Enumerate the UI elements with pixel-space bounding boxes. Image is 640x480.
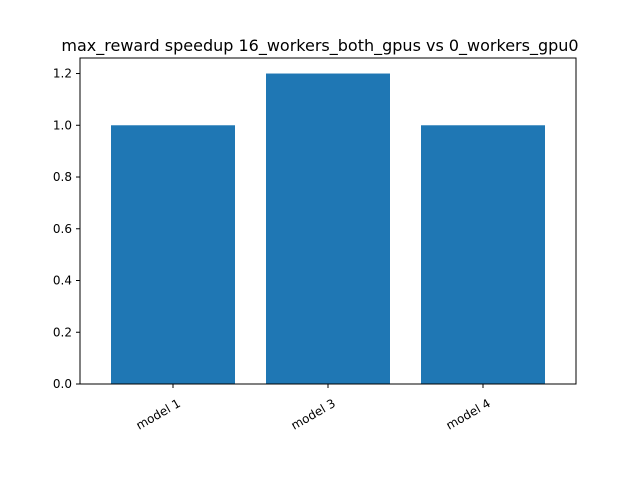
y-tick-label: 0.2 (53, 325, 72, 339)
y-tick-label: 0.4 (53, 274, 72, 288)
y-tick-label: 1.0 (53, 118, 72, 132)
y-axis: 0.0 0.2 0.4 0.6 0.8 1.0 1.2 (53, 67, 80, 391)
y-tick-label: 0.6 (53, 222, 72, 236)
x-tick-label: model 3 (289, 396, 338, 433)
y-tick-label: 0.0 (53, 377, 72, 391)
x-tick-label: model 1 (134, 396, 183, 433)
bar-model-1 (111, 125, 235, 385)
chart-title: max_reward speedup 16_workers_both_gpus … (61, 36, 578, 56)
bars-group (111, 73, 545, 385)
plot-frame (79, 57, 577, 385)
bar-model-4 (421, 125, 545, 385)
y-tick-label: 1.2 (53, 67, 72, 81)
x-tick-label: model 4 (444, 396, 493, 433)
y-tick-label: 0.8 (53, 170, 72, 184)
x-axis: model 1 model 3 model 4 (134, 384, 493, 433)
bar-model-3 (266, 73, 390, 385)
